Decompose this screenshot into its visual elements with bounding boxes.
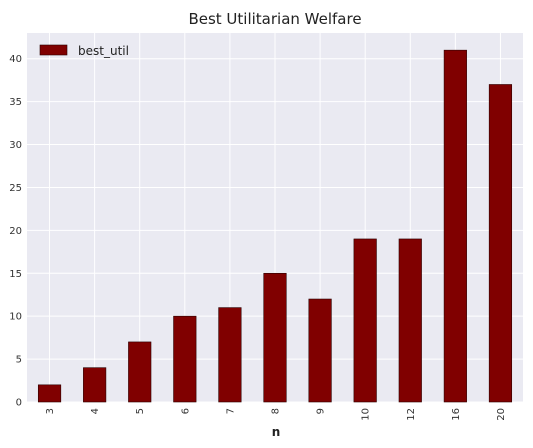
y-tick-label: 35 (9, 97, 22, 108)
x-tick-label: 16 (451, 408, 462, 421)
x-tick-label: 12 (406, 408, 417, 421)
x-tick-label: 20 (496, 408, 507, 421)
x-tick-label: 3 (45, 408, 56, 414)
chart-title: Best Utilitarian Welfare (188, 10, 361, 28)
bar-10 (353, 238, 377, 403)
bar-4 (83, 367, 107, 403)
bar-16 (443, 49, 467, 403)
y-tick-label: 25 (9, 183, 22, 194)
x-tick-label: 5 (135, 408, 146, 414)
x-tick-label: 6 (180, 408, 191, 414)
x-tick-label: 10 (361, 408, 372, 421)
x-axis-ticks: 3 4 5 6 7 8 9 10 12 16 20 (45, 408, 507, 421)
y-tick-label: 40 (9, 54, 22, 65)
legend: best_util (39, 44, 129, 58)
bar-6 (173, 315, 197, 403)
bar-8 (263, 272, 287, 403)
x-tick-label: 4 (90, 408, 101, 414)
bar-3 (37, 384, 62, 403)
bar-12 (398, 238, 422, 403)
x-tick-label: 9 (316, 408, 327, 414)
y-tick-label: 30 (9, 140, 22, 151)
bar-9 (308, 298, 332, 403)
x-tick-label: 8 (271, 408, 282, 414)
legend-label-best-util: best_util (78, 44, 129, 58)
y-tick-label: 20 (9, 226, 22, 237)
y-tick-label: 15 (9, 269, 22, 280)
x-axis-label: n (272, 425, 281, 439)
y-axis-ticks: 0 5 10 15 20 25 30 35 40 (9, 54, 22, 408)
y-tick-label: 5 (16, 355, 22, 366)
legend-swatch-best-util (39, 44, 68, 56)
x-tick-label: 7 (225, 408, 236, 414)
y-tick-label: 0 (16, 398, 22, 409)
bar-5 (128, 341, 152, 403)
y-tick-label: 10 (9, 312, 22, 323)
bar-7 (218, 307, 242, 403)
bar-20 (488, 84, 513, 403)
bars (37, 49, 513, 403)
